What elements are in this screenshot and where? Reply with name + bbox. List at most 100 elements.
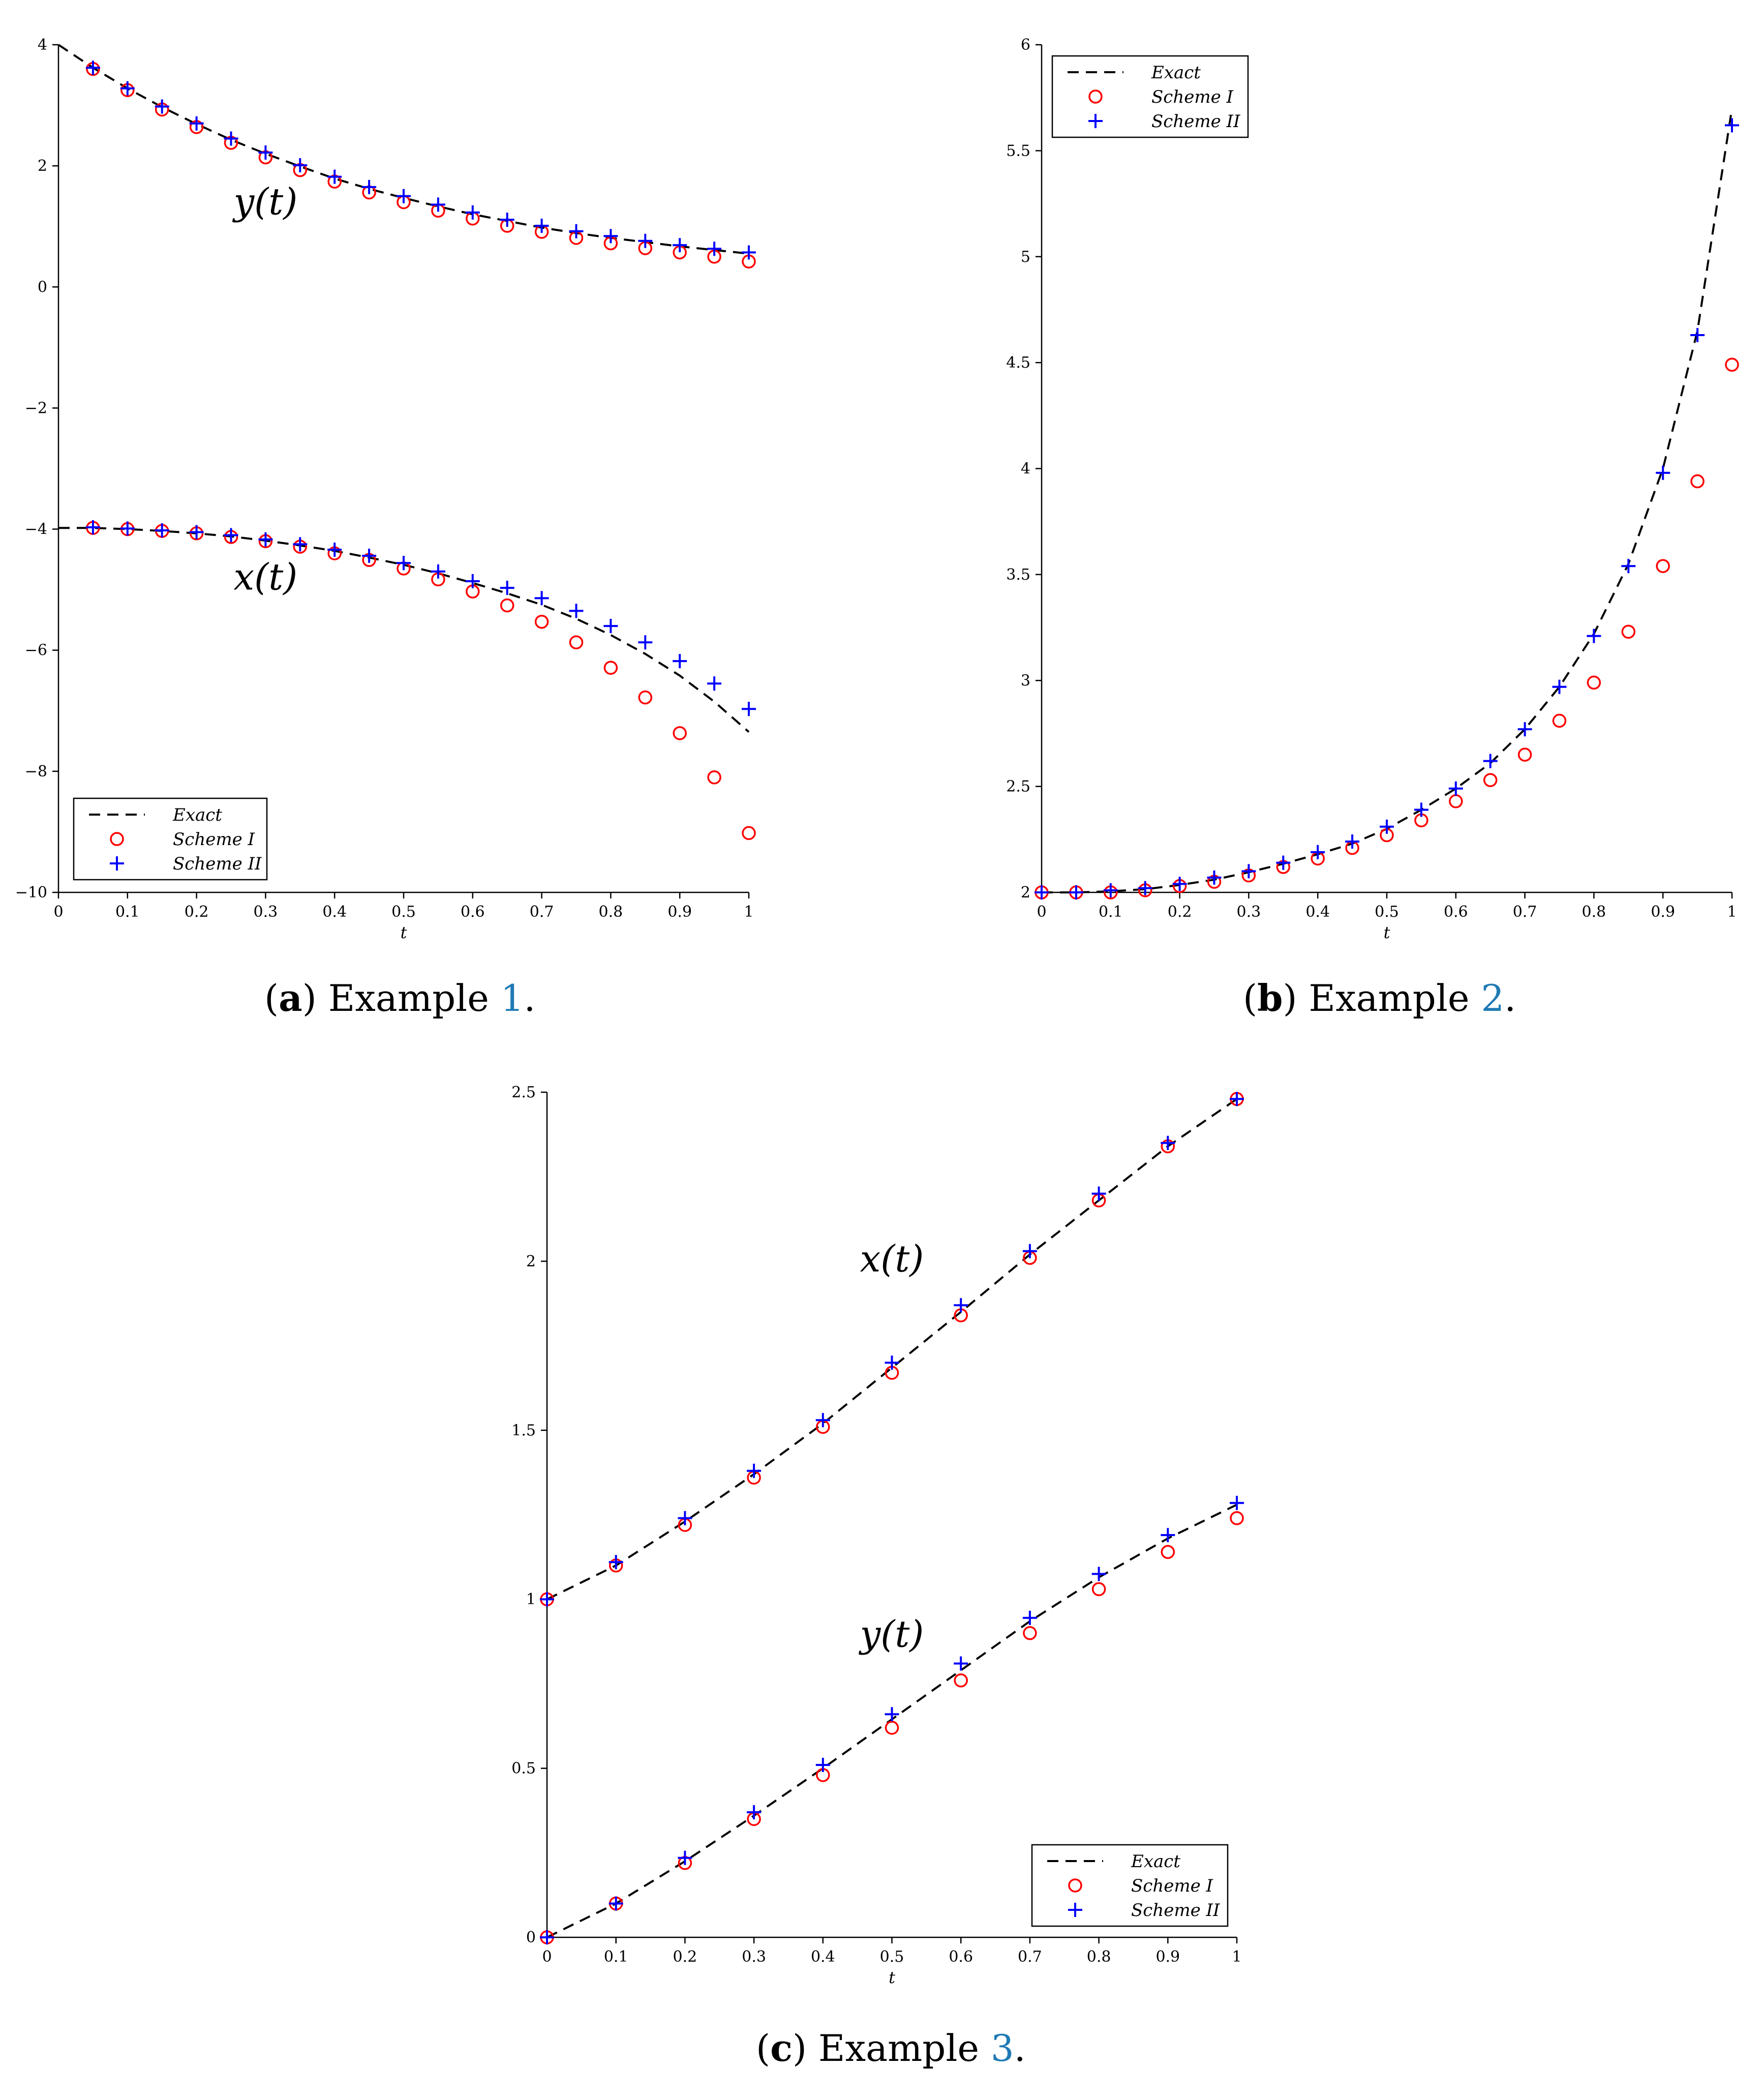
x-axis-label: t xyxy=(889,1968,895,1987)
caption-ref-link[interactable]: 3 xyxy=(990,2027,1014,2070)
y-tick-label: 5.5 xyxy=(1006,142,1030,160)
scheme-2-point xyxy=(1483,754,1498,768)
scheme-2-point xyxy=(327,543,342,557)
scheme-2-point xyxy=(327,169,342,184)
scheme-2-point xyxy=(189,116,204,131)
x-tick-label: 0.9 xyxy=(1651,903,1675,921)
x-tick-label: 0.1 xyxy=(1099,903,1123,921)
scheme-2-point xyxy=(815,1757,830,1772)
x-tick-label: 0.4 xyxy=(811,1948,835,1966)
scheme-2-point xyxy=(638,635,653,650)
scheme-2-point xyxy=(155,99,169,114)
scheme-1-point xyxy=(1725,357,1739,372)
scheme-2-point xyxy=(815,1413,830,1427)
legend-scheme-1-swatch xyxy=(1088,89,1103,104)
y-tick-label: 0 xyxy=(526,1929,536,1946)
scheme-2-point xyxy=(1161,1135,1175,1150)
caption-ref-link[interactable]: 1 xyxy=(500,977,524,1020)
legend-entry: Scheme I xyxy=(1151,87,1234,107)
scheme-2-point xyxy=(609,1555,623,1570)
scheme-2-point xyxy=(85,61,100,75)
exact-series-line xyxy=(57,44,749,255)
scheme-2-point xyxy=(1380,819,1394,834)
x-tick-label: 0.8 xyxy=(599,903,623,921)
scheme-1-point xyxy=(534,615,549,629)
caption-a: (a) Example 1. xyxy=(264,976,536,1020)
scheme-2-point xyxy=(1172,877,1187,891)
x-tick-label: 0.3 xyxy=(1237,903,1261,921)
scheme-2-point xyxy=(1276,855,1291,870)
scheme-1-point xyxy=(885,1721,899,1735)
scheme-2-point xyxy=(707,242,722,256)
x-tick-label: 0.5 xyxy=(391,903,416,921)
x-tick-label: 0.2 xyxy=(1168,903,1192,921)
x-axis-label: t xyxy=(401,923,407,942)
curve-label: y(t) xyxy=(232,180,298,223)
legend-entry: Exact xyxy=(1131,1851,1180,1872)
scheme-1-point xyxy=(500,598,514,613)
scheme-2-point xyxy=(500,581,514,595)
scheme-2-point xyxy=(707,676,722,691)
scheme-2-point xyxy=(1345,834,1360,849)
scheme-2-point xyxy=(1022,1244,1037,1259)
legend-entry: Exact xyxy=(172,805,222,825)
scheme-2-point xyxy=(569,604,584,618)
curve-label: x(t) xyxy=(234,556,298,598)
x-tick-label: 0 xyxy=(53,903,63,921)
scheme-2-point xyxy=(603,229,618,244)
y-tick-label: −6 xyxy=(25,642,47,660)
x-tick-label: 0 xyxy=(542,1948,552,1966)
legend-entry: Scheme II xyxy=(1151,111,1240,132)
y-tick-label: 3.5 xyxy=(1006,566,1030,584)
legend: Exact Scheme I Scheme II xyxy=(73,797,268,881)
scheme-1-point xyxy=(1161,1545,1175,1559)
chart-example-2: 0 0.1 0.2 0.3 0.4 0.5 0.6 0.7 0.8 0.9 1 2 2.5 3 3.5 4 4.… xyxy=(1006,36,1739,942)
scheme-2-point xyxy=(1207,870,1222,885)
x-tick-label: 0.9 xyxy=(1155,1948,1180,1966)
exact-series-line xyxy=(1042,108,1733,893)
y-tick-label: 1.5 xyxy=(511,1422,536,1440)
scheme-1-point xyxy=(638,690,653,705)
legend-scheme-1-swatch xyxy=(1068,1878,1082,1893)
scheme-2-point xyxy=(1414,802,1428,817)
caption-b: (b) Example 2. xyxy=(1243,976,1516,1020)
curve-label: y(t) xyxy=(859,1612,924,1655)
y-tick-label: 2 xyxy=(1021,884,1030,902)
scheme-2-point xyxy=(534,591,549,606)
scheme-2-point xyxy=(1230,1092,1244,1106)
x-tick-label: 0.2 xyxy=(185,903,209,921)
scheme-2-point xyxy=(1022,1610,1037,1625)
scheme-2-point xyxy=(540,1930,554,1944)
caption-ref-link[interactable]: 2 xyxy=(1481,977,1505,1020)
scheme-2-point xyxy=(1069,885,1083,900)
scheme-2-point xyxy=(397,556,411,571)
scheme-2-point xyxy=(742,702,756,716)
legend-entry: Exact xyxy=(1151,63,1201,83)
x-tick-label: 0.8 xyxy=(1087,1948,1111,1966)
x-tick-label: 1 xyxy=(1727,903,1737,921)
scheme-2-point xyxy=(678,1850,692,1865)
scheme-2-point xyxy=(540,1592,554,1607)
y-tick-label: 6 xyxy=(1021,36,1030,54)
scheme-2-point xyxy=(609,1896,623,1911)
exact-series-line xyxy=(546,1098,1238,1600)
scheme-2-point xyxy=(673,654,687,669)
y-tick-label: 4.5 xyxy=(1006,354,1030,372)
x-tick-label: 0 xyxy=(1037,903,1046,921)
scheme-2-point xyxy=(742,245,756,260)
scheme-1-point xyxy=(673,726,687,740)
scheme-2-point xyxy=(1587,628,1601,643)
x-tick-label: 0.7 xyxy=(1018,1948,1042,1966)
y-tick-label: 5 xyxy=(1021,248,1030,266)
scheme-1-point xyxy=(1621,624,1636,639)
y-tick-label: 4 xyxy=(1021,460,1030,478)
scheme-1-point xyxy=(1449,794,1463,808)
y-tick-label: 2 xyxy=(38,157,47,175)
legend-entry: Scheme II xyxy=(173,854,262,874)
scheme-2-point xyxy=(1035,885,1049,900)
scheme-1-point xyxy=(1517,747,1532,762)
scheme-1-point xyxy=(1230,1511,1244,1525)
x-tick-label: 0.5 xyxy=(1375,903,1399,921)
scheme-1-point xyxy=(707,770,721,785)
scheme-1-point xyxy=(1587,675,1601,690)
